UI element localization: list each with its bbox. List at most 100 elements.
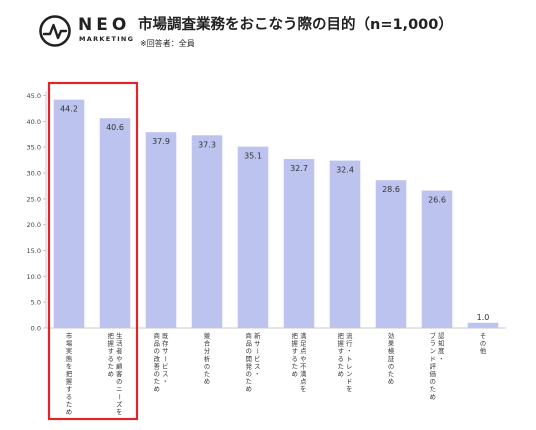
y-tick-label: 35.0 <box>27 144 41 152</box>
x-category-char: る <box>292 355 298 363</box>
x-category-char: を <box>66 362 72 370</box>
x-category-char: の <box>430 379 436 386</box>
x-category-char: ズ <box>116 399 122 408</box>
x-category-char: 握 <box>292 339 299 348</box>
bar-value-label: 32.4 <box>336 166 354 175</box>
bar <box>467 322 499 328</box>
x-category-char: た <box>66 400 72 408</box>
y-tick-label: 0.0 <box>31 325 41 333</box>
x-category-char: た <box>388 370 394 378</box>
bar <box>237 146 269 328</box>
y-tick-label: 10.0 <box>27 273 41 281</box>
x-category-char: め <box>246 385 252 393</box>
bar-value-label: 37.9 <box>152 137 170 146</box>
x-category-char: 場 <box>66 339 73 348</box>
x-category-char: 把 <box>108 331 115 340</box>
x-category-char: 証 <box>388 354 395 363</box>
x-category-char: 行 <box>346 339 353 348</box>
x-category-char: を <box>116 408 122 416</box>
x-category-char: 把 <box>66 369 73 378</box>
bar <box>329 160 361 328</box>
x-category-char: ・ <box>346 348 352 355</box>
x-category-char: 知 <box>438 339 444 348</box>
bar <box>53 99 85 328</box>
x-category-char: 既 <box>162 332 169 340</box>
x-category-char: ・ <box>254 371 260 378</box>
x-category-char: ビ <box>162 361 168 370</box>
x-category-char: 活 <box>116 339 123 348</box>
x-category-char: 検 <box>388 346 395 355</box>
pulse-circle-icon <box>39 15 71 47</box>
x-category-char: 生 <box>116 331 122 340</box>
x-category-char: た <box>430 385 436 393</box>
x-category-char: サ <box>162 347 168 355</box>
x-category-char: す <box>292 347 298 355</box>
x-category-char: 商 <box>246 331 252 340</box>
x-category-char: ー <box>115 394 122 400</box>
y-tick-label: 45.0 <box>27 92 41 100</box>
x-category-char: や <box>116 355 122 363</box>
x-category-char: サ <box>254 340 260 348</box>
bar-value-label: 1.0 <box>477 313 490 322</box>
x-category-char: た <box>204 370 210 378</box>
x-category-char: の <box>246 371 252 378</box>
bar-value-label: 44.2 <box>60 105 78 114</box>
logo-subtext: MARKETING <box>79 35 135 43</box>
x-category-char: の <box>388 363 394 370</box>
x-category-char: め <box>154 385 160 393</box>
x-category-char: 善 <box>154 361 160 370</box>
x-category-char: 流 <box>346 331 353 340</box>
y-tick-label: 40.0 <box>27 118 41 126</box>
x-category-char: ド <box>430 356 436 363</box>
x-category-char: 合 <box>204 339 211 348</box>
x-category-char: レ <box>346 363 352 370</box>
x-category-char: 価 <box>430 369 436 378</box>
y-tick-label: 25.0 <box>27 195 41 203</box>
x-category-char: 評 <box>430 361 437 370</box>
x-category-char: 効 <box>388 331 394 340</box>
x-category-char: す <box>108 347 114 355</box>
x-category-char: た <box>338 362 344 370</box>
x-category-char: の <box>480 341 486 348</box>
y-tick-label: 15.0 <box>27 247 41 255</box>
highlight-box <box>47 81 139 421</box>
x-category-char: の <box>204 363 210 370</box>
neo-marketing-logo: NEO MARKETING <box>38 14 133 50</box>
x-category-char: め <box>388 378 394 386</box>
x-category-char: 新 <box>254 331 261 340</box>
x-category-char: 実 <box>66 346 73 355</box>
x-category-char: め <box>204 378 210 386</box>
x-category-char: ビ <box>254 354 260 363</box>
x-category-char: た <box>246 378 252 386</box>
x-category-char: 者 <box>116 347 122 355</box>
bar-value-label: 28.6 <box>382 185 400 194</box>
x-category-char: め <box>66 408 72 416</box>
x-category-char: 品 <box>154 340 160 348</box>
x-category-char: や <box>300 355 306 363</box>
bar-value-label: 26.6 <box>428 196 446 205</box>
x-category-char: め <box>338 370 344 378</box>
bar <box>99 118 131 328</box>
x-category-char: 点 <box>300 347 306 355</box>
x-category-char: 果 <box>388 340 395 348</box>
x-category-char: ブ <box>430 331 437 340</box>
bar <box>191 135 223 328</box>
logo-wordmark: NEO <box>78 15 131 35</box>
x-category-char: た <box>292 362 298 370</box>
x-category-char: 足 <box>300 340 307 348</box>
x-category-char: 競 <box>204 331 211 340</box>
chart-title: 市場調査業務をおこなう際の目的（n=1,000） <box>138 17 453 33</box>
x-category-char: ン <box>346 371 352 378</box>
bar-value-label: 37.3 <box>198 140 216 149</box>
x-category-char: 把 <box>292 331 299 340</box>
x-category-char: 握 <box>66 377 73 386</box>
x-category-char: ニ <box>116 386 122 393</box>
x-category-char: す <box>66 385 72 393</box>
